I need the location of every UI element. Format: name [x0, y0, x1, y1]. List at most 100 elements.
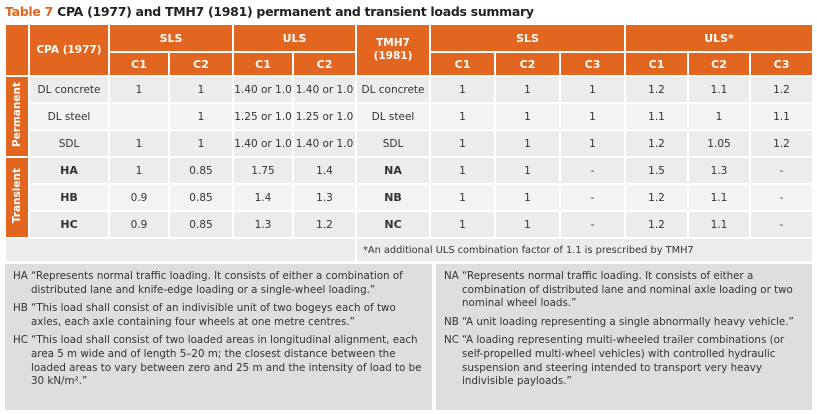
cell: 1	[496, 185, 559, 210]
cell: 0.85	[170, 185, 232, 210]
note: NC “A loading representing multi-wheeled …	[444, 334, 804, 388]
footnote: *An additional ULS combination factor of…	[357, 239, 812, 261]
header-row: CPA (1977) SLS ULS TMH7 (1981) SLS ULS*	[6, 25, 812, 75]
cell: 1	[496, 158, 559, 183]
corner	[6, 25, 28, 75]
header-sls: SLS	[110, 25, 232, 51]
cell: 1	[496, 104, 559, 129]
cell: 1	[496, 212, 559, 237]
cell: 1	[689, 104, 749, 129]
notes-right: NA “Represents normal traffic loading. It…	[436, 264, 812, 410]
cell: 1.4	[294, 158, 355, 183]
cell: HC	[30, 212, 108, 237]
cell: 1	[110, 77, 168, 102]
cell: 1.3	[294, 185, 355, 210]
header-cpa: CPA (1977)	[30, 25, 108, 75]
note: NB “A unit loading representing a single …	[444, 316, 804, 330]
cell: SDL	[30, 131, 108, 156]
footnote-row: *An additional ULS combination factor of…	[6, 239, 812, 261]
note-text: “This load shall consist of an indivisib…	[31, 302, 396, 328]
cell: 1.25 or 1.0	[294, 104, 355, 129]
cell: 1.75	[234, 158, 292, 183]
cell: HB	[30, 185, 108, 210]
note-code: HA	[13, 270, 28, 282]
cell: 1.40 or 1.0	[234, 77, 292, 102]
cell: 0.85	[170, 158, 232, 183]
cell: 1	[431, 77, 494, 102]
cell: 1.4	[234, 185, 292, 210]
cell: 1	[170, 77, 232, 102]
note-text: “Represents normal traffic loading. It c…	[31, 270, 403, 296]
group-name: Permanent	[11, 82, 23, 148]
note-code: HC	[13, 334, 28, 347]
data-row: Permanent DL concrete 1 1 1.40 or 1.0 1.40 or…	[6, 77, 812, 156]
cell: -	[561, 212, 624, 237]
cell: 1.25 or 1.0	[234, 104, 292, 129]
sub-header: C2	[496, 53, 559, 75]
header-sls: SLS	[431, 25, 624, 51]
data-row: DL steel 1 1.25 or 1.0 1.25 or 1.0 DL steel 1…	[6, 104, 812, 129]
cell: 1	[561, 77, 624, 102]
note-code: NC	[444, 334, 459, 347]
table-number: Table 7	[5, 4, 54, 19]
sub-header: C3	[751, 53, 812, 75]
cell: DL concrete	[30, 77, 108, 102]
note: HB “This load shall consist of an indivis…	[13, 302, 424, 329]
cell	[110, 104, 168, 129]
note-code: HB	[13, 302, 28, 315]
data-row: SDL 1 1 1.40 or 1.0 1.40 or 1.0 SDL 1 1 1 1.2 1.05…	[6, 131, 812, 156]
cell: 1	[431, 158, 494, 183]
cell: 1.3	[234, 212, 292, 237]
cell: -	[751, 185, 812, 210]
note-code: NA	[444, 270, 459, 282]
note-text: “Represents normal traffic loading. It c…	[462, 270, 793, 310]
data-row: HB 0.9 0.85 1.4 1.3 NB 1 1-1.2 1.1-	[6, 185, 812, 210]
cell: SDL	[357, 131, 429, 156]
cell: 0.85	[170, 212, 232, 237]
cell: 1.1	[751, 104, 812, 129]
table-title: Table 7 CPA (1977) and TMH7 (1981) perma…	[5, 4, 534, 19]
cell: 1.40 or 1.0	[234, 131, 292, 156]
cell: 1	[431, 104, 494, 129]
cell: 1.1	[689, 212, 749, 237]
cell: NA	[357, 158, 429, 183]
cell: 1.1	[689, 77, 749, 102]
cell: 1.1	[626, 104, 687, 129]
note-code: NB	[444, 315, 459, 328]
cell: 0.9	[110, 212, 168, 237]
sub-header: C1	[234, 53, 292, 75]
cell: 1.1	[689, 185, 749, 210]
cell: 1.2	[294, 212, 355, 237]
cell: 1.40 or 1.0	[294, 77, 355, 102]
cell: 1	[431, 212, 494, 237]
cell: 1.05	[689, 131, 749, 156]
group-label: Transient	[6, 158, 28, 237]
cell: NC	[357, 212, 429, 237]
header-uls: ULS	[234, 25, 355, 51]
data-row: Transient HA 1 0.85 1.75 1.4 NA 1 1-1.5 1.3-	[6, 158, 812, 237]
note-text: “A loading representing multi-wheeled tr…	[462, 334, 785, 388]
note-text: “This load shall consist of two loaded a…	[31, 334, 422, 388]
cell: 1	[561, 104, 624, 129]
blank	[6, 239, 355, 261]
sub-header: C2	[689, 53, 749, 75]
header-uls: ULS*	[626, 25, 812, 51]
cell: 1.2	[626, 131, 687, 156]
cell: 1	[110, 131, 168, 156]
cell: 1.2	[626, 77, 687, 102]
group-label: Permanent	[6, 77, 28, 156]
cell: 1.40 or 1.0	[294, 131, 355, 156]
cell: DL steel	[30, 104, 108, 129]
cell: DL steel	[357, 104, 429, 129]
cell: 0.9	[110, 185, 168, 210]
sub-header: C3	[561, 53, 624, 75]
note: NA “Represents normal traffic loading. It…	[444, 270, 804, 311]
sub-header: C1	[110, 53, 168, 75]
cell: 1	[496, 77, 559, 102]
cell: 1	[170, 131, 232, 156]
cell: 1.3	[689, 158, 749, 183]
sub-header: C1	[431, 53, 494, 75]
cell: 1	[496, 131, 559, 156]
loads-table: CPA (1977) SLS ULS TMH7 (1981) SLS ULS* C1 C2 C1…	[4, 23, 814, 263]
